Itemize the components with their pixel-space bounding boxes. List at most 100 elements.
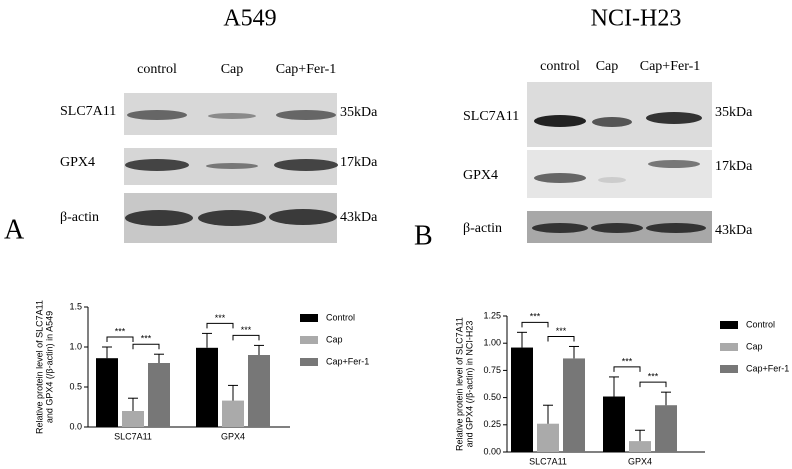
size-label: 43kDa [340, 210, 378, 225]
y-tick-label: 1.25 [483, 310, 501, 320]
sig-bracket [613, 366, 641, 372]
lane-label: Cap [221, 62, 244, 77]
row-label: GPX4 [60, 155, 95, 170]
size-label: 35kDa [715, 105, 753, 120]
band [276, 110, 336, 120]
y-tick-label: 0.25 [483, 419, 501, 429]
sig-label: *** [622, 356, 633, 366]
panel-title: A549 [223, 6, 276, 32]
lane-label: Cap+Fer-1 [640, 59, 701, 74]
sig-bracket [547, 335, 575, 342]
y-tick-label: 0.5 [69, 381, 82, 391]
band [534, 115, 586, 127]
legend-label: Cap [326, 334, 343, 344]
y-tick-label: 1.00 [483, 338, 501, 348]
legend-label: Cap+Fer-1 [326, 356, 369, 366]
x-tick-label: GPX4 [221, 431, 245, 441]
bar [563, 358, 585, 452]
sig-bracket [206, 322, 234, 329]
sig-label: *** [141, 334, 152, 344]
legend-swatch [300, 314, 318, 322]
legend-swatch [300, 358, 318, 366]
sig-label: *** [556, 326, 567, 336]
legend-swatch [720, 343, 738, 351]
y-tick-label: 1.0 [69, 341, 82, 351]
bar [96, 358, 118, 427]
sig-label: *** [241, 325, 252, 335]
size-label: 17kDa [340, 155, 378, 170]
sig-label: *** [530, 312, 541, 322]
y-tick-label: 0.00 [483, 446, 501, 456]
x-tick-label: GPX4 [628, 456, 652, 466]
y-tick-label: 1.5 [69, 301, 82, 311]
panel-letter: A [4, 214, 25, 245]
size-label: 35kDa [340, 105, 378, 120]
bar [603, 396, 625, 452]
sig-bracket [132, 343, 160, 350]
band [532, 223, 588, 233]
panel-letter: B [414, 220, 433, 251]
bar [122, 411, 144, 427]
row-label: β-actin [60, 210, 99, 225]
band [648, 160, 700, 168]
sig-label: *** [648, 372, 659, 382]
bar [537, 423, 559, 452]
bar [222, 400, 244, 427]
row-label: GPX4 [463, 168, 498, 183]
bar [248, 355, 270, 427]
band [127, 110, 187, 120]
blots [124, 82, 712, 243]
size-label: 43kDa [715, 223, 753, 238]
legend-label: Control [326, 312, 355, 322]
y-axis-label: and GPX4 (/β-actin) in A549 [44, 311, 54, 423]
sig-label: *** [115, 326, 126, 336]
band [198, 210, 266, 226]
band [646, 112, 702, 124]
band [274, 159, 338, 171]
lane-label: control [540, 59, 580, 74]
bar [655, 405, 677, 452]
legend-label: Cap [746, 341, 763, 351]
legend-swatch [300, 336, 318, 344]
x-tick-label: SLC7A11 [114, 431, 152, 441]
bar [511, 347, 533, 452]
sig-bracket [106, 336, 134, 342]
y-tick-label: 0.75 [483, 365, 501, 375]
sig-bracket [232, 334, 260, 341]
row-label: SLC7A11 [60, 104, 116, 119]
band [534, 173, 586, 183]
row-label: β-actin [463, 221, 502, 236]
band [125, 159, 189, 171]
sig-label: *** [215, 313, 226, 323]
band [269, 209, 337, 225]
band [592, 117, 632, 127]
x-tick-label: SLC7A11 [529, 456, 567, 466]
y-axis-label: and GPX4 (/β-actin) in NCI-H23 [464, 321, 474, 448]
bar [196, 347, 218, 427]
band [208, 113, 256, 119]
legend-label: Cap+Fer-1 [746, 363, 789, 373]
legend-label: Control [746, 319, 775, 329]
row-label: SLC7A11 [463, 109, 519, 124]
y-axis-label: Relative protein level of SLC7A11 [454, 317, 464, 451]
bar [629, 441, 651, 452]
lane-label: control [137, 62, 177, 77]
band [598, 177, 626, 183]
band [125, 210, 193, 226]
lane-label: Cap+Fer-1 [276, 62, 337, 77]
legend-swatch [720, 321, 738, 329]
legend-swatch [720, 365, 738, 373]
band [646, 223, 706, 233]
y-tick-label: 0.50 [483, 392, 501, 402]
y-axis-label: Relative protein level of SLC7A11 [34, 300, 44, 434]
size-label: 17kDa [715, 159, 753, 174]
panel-title: NCI-H23 [591, 6, 682, 32]
y-tick-label: 0.0 [69, 421, 82, 431]
sig-bracket [521, 321, 549, 328]
lane-label: Cap [596, 59, 619, 74]
band [206, 163, 258, 169]
band [591, 223, 643, 233]
bar [148, 363, 170, 427]
sig-bracket [639, 381, 667, 388]
